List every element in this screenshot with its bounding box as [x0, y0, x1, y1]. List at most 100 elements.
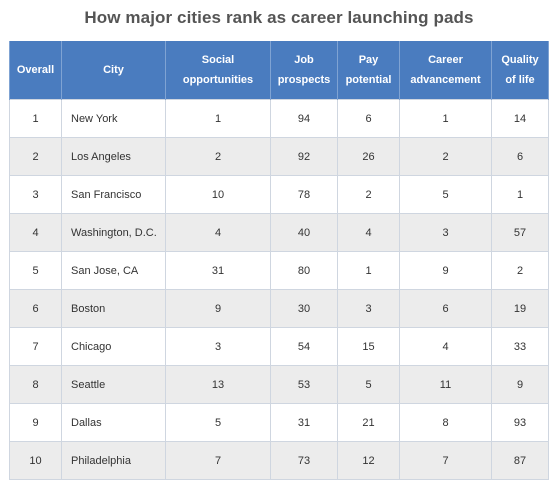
- cell-social: 13: [165, 365, 271, 404]
- header-pay-line-2: potential: [345, 74, 392, 86]
- cell-overall: 8: [9, 365, 62, 404]
- header-social-line-2: opportunities: [182, 74, 254, 86]
- cell-overall: 10: [9, 441, 62, 480]
- cell-quality: 2: [491, 251, 549, 290]
- cell-city: Boston: [61, 289, 166, 328]
- header-quality-line-1: Quality: [501, 54, 539, 66]
- table-row: 8 Seattle 13 53 5 11 9: [9, 365, 549, 404]
- cell-overall: 3: [9, 175, 62, 214]
- cell-social: 5: [165, 403, 271, 442]
- cell-overall: 7: [9, 327, 62, 366]
- cell-city: Dallas: [61, 403, 166, 442]
- cell-pay: 6: [337, 99, 400, 138]
- cell-job: 31: [270, 403, 338, 442]
- cell-career: 9: [399, 251, 492, 290]
- cell-quality: 1: [491, 175, 549, 214]
- cell-job: 80: [270, 251, 338, 290]
- cell-overall: 9: [9, 403, 62, 442]
- cell-social: 2: [165, 137, 271, 176]
- header-quality-of-life: Quality of life: [491, 41, 549, 100]
- header-pay-potential: Pay potential: [337, 41, 400, 100]
- city-rankings-table: Overall City Social opportunities Job pros…: [9, 41, 549, 480]
- cell-pay: 4: [337, 213, 400, 252]
- cell-pay: 3: [337, 289, 400, 328]
- cell-social: 7: [165, 441, 271, 480]
- header-quality-line-2: of life: [505, 74, 535, 86]
- cell-career: 11: [399, 365, 492, 404]
- cell-overall: 2: [9, 137, 62, 176]
- header-job-line-1: Job: [294, 54, 314, 66]
- cell-job: 53: [270, 365, 338, 404]
- header-city-line-1: City: [103, 64, 124, 76]
- cell-quality: 57: [491, 213, 549, 252]
- cell-social: 3: [165, 327, 271, 366]
- cell-job: 92: [270, 137, 338, 176]
- cell-overall: 4: [9, 213, 62, 252]
- table-row: 9 Dallas 5 31 21 8 93: [9, 403, 549, 442]
- cell-social: 9: [165, 289, 271, 328]
- cell-career: 4: [399, 327, 492, 366]
- cell-job: 78: [270, 175, 338, 214]
- cell-career: 5: [399, 175, 492, 214]
- table-row: 6 Boston 9 30 3 6 19: [9, 289, 549, 328]
- cell-job: 94: [270, 99, 338, 138]
- cell-pay: 15: [337, 327, 400, 366]
- cell-overall: 5: [9, 251, 62, 290]
- cell-quality: 14: [491, 99, 549, 138]
- cell-career: 1: [399, 99, 492, 138]
- cell-city: Philadelphia: [61, 441, 166, 480]
- cell-quality: 87: [491, 441, 549, 480]
- cell-pay: 26: [337, 137, 400, 176]
- cell-pay: 21: [337, 403, 400, 442]
- cell-job: 73: [270, 441, 338, 480]
- header-job-prospects: Job prospects: [270, 41, 338, 100]
- cell-pay: 12: [337, 441, 400, 480]
- cell-city: Los Angeles: [61, 137, 166, 176]
- cell-city: San Jose, CA: [61, 251, 166, 290]
- table-row: 5 San Jose, CA 31 80 1 9 2: [9, 251, 549, 290]
- table-row: 7 Chicago 3 54 15 4 33: [9, 327, 549, 366]
- cell-quality: 19: [491, 289, 549, 328]
- cell-career: 7: [399, 441, 492, 480]
- cell-social: 10: [165, 175, 271, 214]
- cell-overall: 1: [9, 99, 62, 138]
- cell-quality: 9: [491, 365, 549, 404]
- header-row: Overall City Social opportunities Job pros…: [9, 41, 549, 100]
- header-job-line-2: prospects: [277, 74, 331, 86]
- table-row: 3 San Francisco 10 78 2 5 1: [9, 175, 549, 214]
- cell-social: 4: [165, 213, 271, 252]
- cell-quality: 6: [491, 137, 549, 176]
- cell-pay: 2: [337, 175, 400, 214]
- cell-pay: 1: [337, 251, 400, 290]
- header-overall: Overall: [9, 41, 62, 100]
- header-career-advancement: Career advancement: [399, 41, 492, 100]
- cell-quality: 33: [491, 327, 549, 366]
- cell-quality: 93: [491, 403, 549, 442]
- cell-pay: 5: [337, 365, 400, 404]
- cell-social: 1: [165, 99, 271, 138]
- cell-job: 30: [270, 289, 338, 328]
- cell-job: 54: [270, 327, 338, 366]
- cell-city: Chicago: [61, 327, 166, 366]
- header-career-line-1: Career: [428, 54, 463, 66]
- cell-city: San Francisco: [61, 175, 166, 214]
- header-overall-line-1: Overall: [16, 64, 55, 76]
- cell-overall: 6: [9, 289, 62, 328]
- cell-city: Washington, D.C.: [61, 213, 166, 252]
- cell-city: Seattle: [61, 365, 166, 404]
- cell-career: 3: [399, 213, 492, 252]
- header-pay-line-1: Pay: [358, 54, 379, 66]
- cell-career: 2: [399, 137, 492, 176]
- cell-social: 31: [165, 251, 271, 290]
- table-row: 2 Los Angeles 2 92 26 2 6: [9, 137, 549, 176]
- table-row: 4 Washington, D.C. 4 40 4 3 57: [9, 213, 549, 252]
- header-city: City: [61, 41, 166, 100]
- table-row: 10 Philadelphia 7 73 12 7 87: [9, 441, 549, 480]
- header-social-opportunities: Social opportunities: [165, 41, 271, 100]
- cell-city: New York: [61, 99, 166, 138]
- cell-career: 8: [399, 403, 492, 442]
- cell-career: 6: [399, 289, 492, 328]
- header-career-line-2: advancement: [410, 74, 481, 86]
- table-row: 1 New York 1 94 6 1 14: [9, 99, 549, 138]
- header-social-line-1: Social: [201, 54, 235, 66]
